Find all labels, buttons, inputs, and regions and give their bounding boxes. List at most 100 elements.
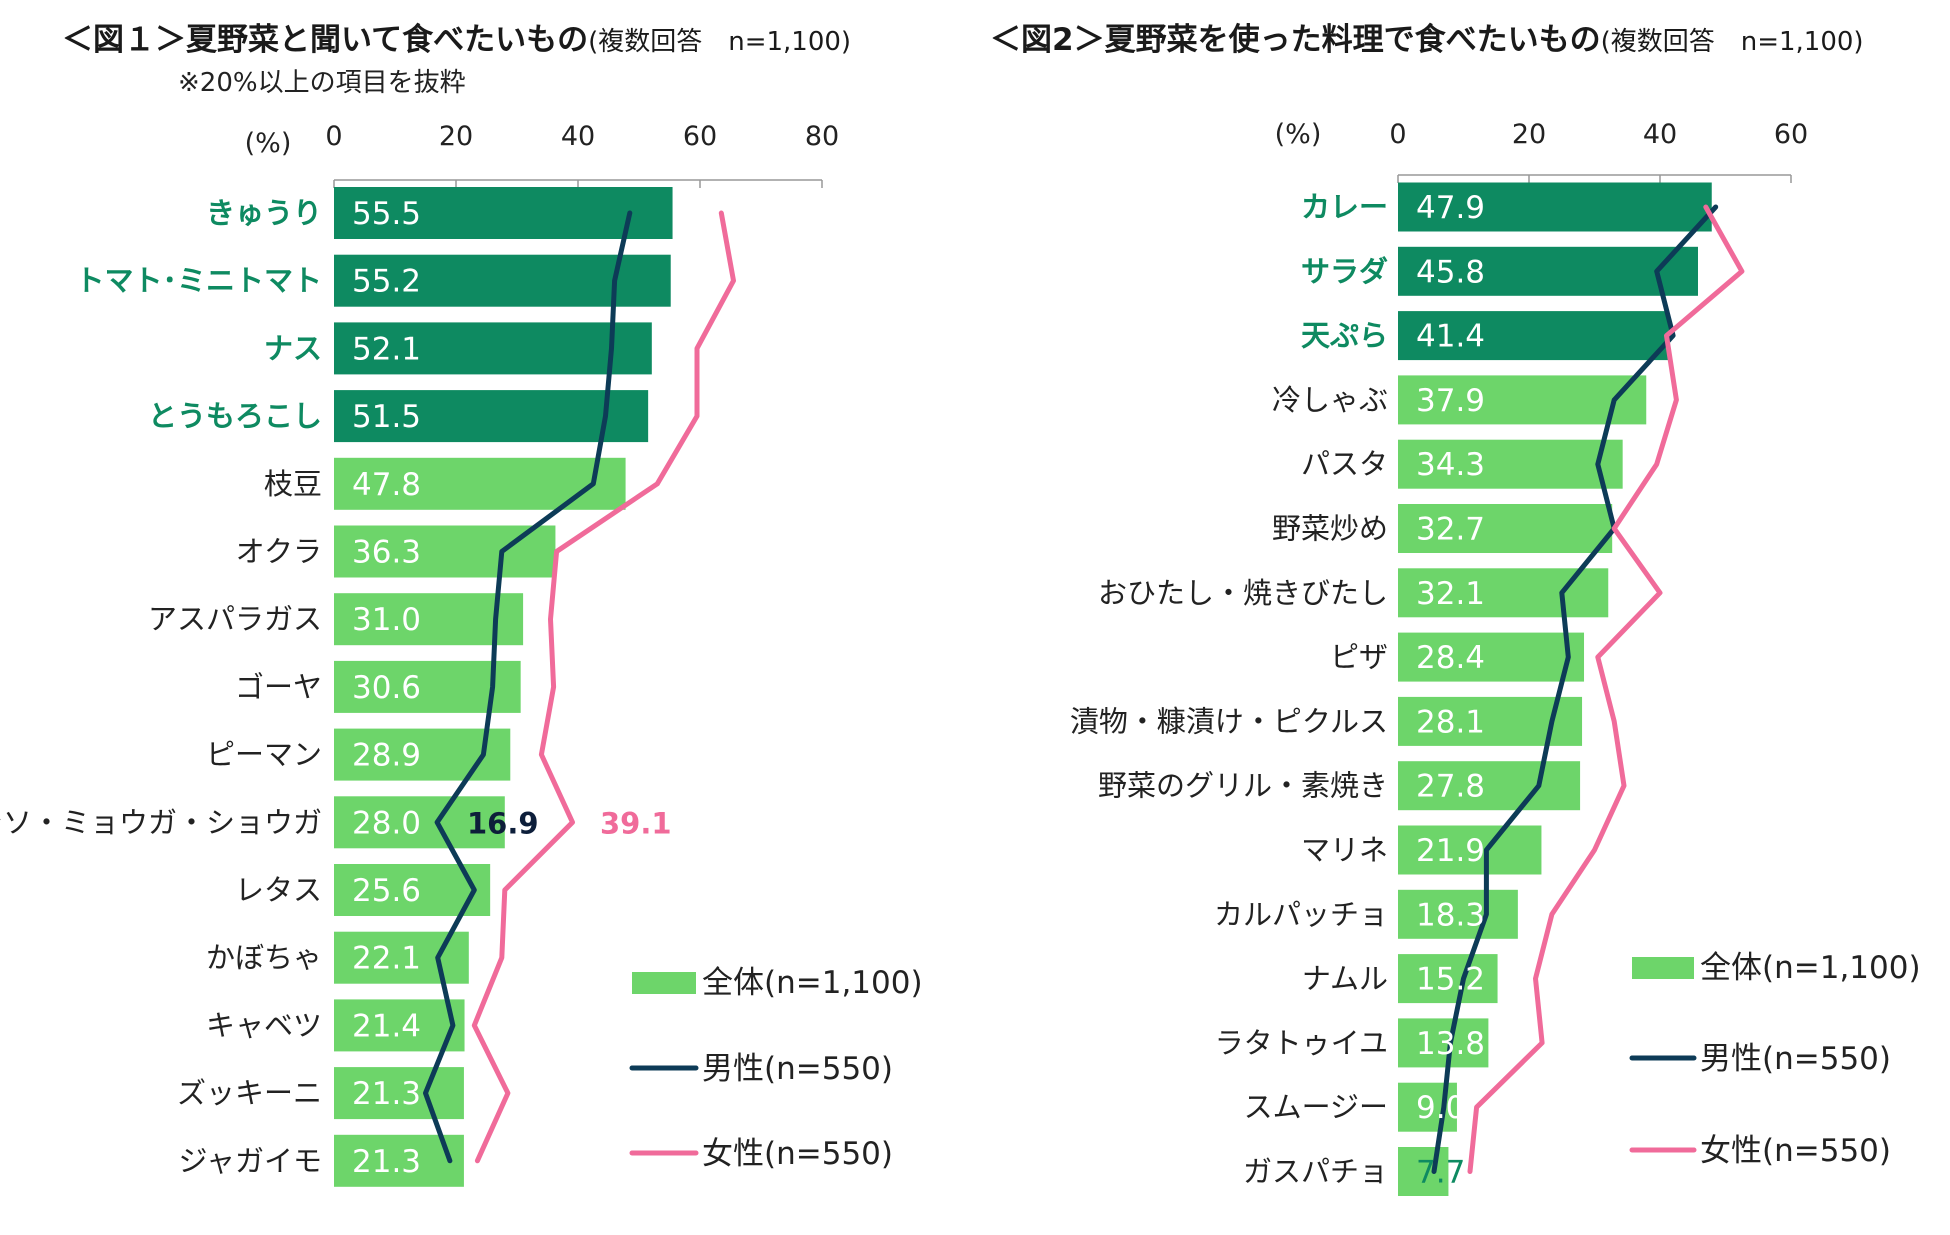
chart1-value-label: 21.3 xyxy=(352,1076,421,1112)
chart2-value-label: 32.7 xyxy=(1416,512,1485,548)
chart1-bar xyxy=(334,187,673,239)
chart1-note: ※20%以上の項目を抜粋 xyxy=(178,68,466,98)
chart1-bar xyxy=(334,593,524,646)
chart1-legend-total: 全体(n=1,100) xyxy=(702,965,923,1001)
chart1-category-label: ナス xyxy=(264,331,322,365)
chart2-value-label: 28.1 xyxy=(1416,704,1485,740)
chart1-bar xyxy=(334,457,626,510)
chart1-category-label: ズッキーニ xyxy=(177,1076,322,1110)
chart2-bar xyxy=(1398,246,1698,296)
chart1-category-label: とうもろこし xyxy=(148,399,322,433)
chart2-value-label: 34.3 xyxy=(1416,447,1485,483)
chart1-legend-female: 女性(n=550) xyxy=(702,1136,893,1172)
chart2-category-label: パスタ xyxy=(1301,447,1388,481)
chart2-category-label: 野菜のグリル・素焼き xyxy=(1098,769,1388,803)
chart1-bar xyxy=(334,999,465,1052)
chart2-bar xyxy=(1398,825,1542,875)
chart2-category-label: カレー xyxy=(1301,190,1388,224)
chart1-category-label: ジャガイモ xyxy=(178,1144,322,1178)
chart1-value-label: 51.5 xyxy=(352,399,421,435)
chart1-title: ＜図１＞夏野菜と聞いて食べたいもの(複数回答 n=1,100) xyxy=(62,14,851,59)
chart2-category-label: ガスパチョ xyxy=(1243,1155,1388,1189)
chart1-tick-label: 80 xyxy=(805,121,839,152)
chart1-category-label: トマト･ミニトマト xyxy=(75,264,322,298)
chart2-bar xyxy=(1398,761,1581,811)
chart1-tick-label: 20 xyxy=(439,121,473,152)
chart2-category-label: ナムル xyxy=(1302,962,1388,996)
chart1-value-label: 21.3 xyxy=(352,1144,421,1180)
chart2-bar xyxy=(1398,504,1613,553)
chart2-subtitle: (複数回答 n=1,100) xyxy=(1600,27,1864,57)
chart2-bar xyxy=(1398,311,1670,361)
chart1-callout-female: 39.1 xyxy=(600,806,672,840)
chart2-tick-label: 0 xyxy=(1389,119,1406,150)
chart2-category-label: 冷しゃぶ xyxy=(1272,383,1388,417)
chart1-legend-swatch-total xyxy=(632,972,696,994)
chart1-value-label: 31.0 xyxy=(352,602,421,638)
chart1-value-label: 55.5 xyxy=(352,196,421,232)
chart2-value-label: 18.3 xyxy=(1416,897,1485,933)
chart2-bar xyxy=(1398,632,1585,682)
chart2-bar xyxy=(1398,889,1518,939)
chart1-value-label: 36.3 xyxy=(352,535,421,571)
chart2-value-label: 41.4 xyxy=(1416,319,1485,355)
chart2-unit-label: (%) xyxy=(1275,119,1322,150)
chart1-title-text: ＜図１＞夏野菜と聞いて食べたいもの xyxy=(62,22,589,58)
chart2-category-label: 野菜炒め xyxy=(1272,512,1388,546)
chart2-category-label: スムージー xyxy=(1244,1090,1388,1124)
chart1-value-label: 21.4 xyxy=(352,1008,421,1044)
chart1-value-label: 52.1 xyxy=(352,331,421,367)
chart2-category-label: ピザ xyxy=(1330,640,1388,674)
chart2-value-label: 7.7 xyxy=(1416,1155,1465,1191)
chart2-value-label: 15.2 xyxy=(1416,962,1485,998)
chart1-bar xyxy=(334,1067,464,1120)
chart2-legend-male: 男性(n=550) xyxy=(1700,1041,1891,1077)
chart1-bar xyxy=(334,796,505,849)
chart1-category-label: きゅうり xyxy=(206,196,322,230)
chart1-category-label: 枝豆 xyxy=(264,467,322,501)
chart2-value-label: 32.1 xyxy=(1416,576,1485,612)
chart1-category-label: シソ・ミョウガ・ショウガ xyxy=(0,805,322,839)
chart2-tick-label: 60 xyxy=(1774,119,1808,150)
chart1-value-label: 25.6 xyxy=(352,873,421,909)
chart1-bar xyxy=(334,525,556,578)
chart2-title-text: ＜図2＞夏野菜を使った料理で食べたいもの xyxy=(990,22,1601,58)
chart2-value-label: 37.9 xyxy=(1416,383,1485,419)
chart2-category-label: サラダ xyxy=(1301,254,1388,288)
chart2-value-label: 45.8 xyxy=(1416,254,1485,290)
chart1-value-label: 30.6 xyxy=(352,670,421,706)
chart1-tick-label: 60 xyxy=(683,121,717,152)
chart1-bar xyxy=(334,390,649,443)
chart1-value-label: 47.8 xyxy=(352,467,421,503)
chart2-tick-label: 20 xyxy=(1512,119,1546,150)
chart1-category-label: ゴーヤ xyxy=(235,670,322,704)
chart2-value-label: 9.0 xyxy=(1416,1090,1465,1126)
chart2-category-label: 天ぷら xyxy=(1301,319,1388,353)
chart2-bar xyxy=(1398,182,1712,232)
chart2-tick-label: 40 xyxy=(1643,119,1677,150)
chart2-category-label: ラタトゥイユ xyxy=(1215,1026,1388,1060)
chart1-value-label: 22.1 xyxy=(352,941,421,977)
chart2-value-label: 28.4 xyxy=(1416,640,1485,676)
chart2-value-label: 27.8 xyxy=(1416,769,1485,805)
chart2-bar xyxy=(1398,439,1623,489)
chart1-subtitle: (複数回答 n=1,100) xyxy=(588,27,852,57)
chart1-value-label: 55.2 xyxy=(352,264,421,300)
chart1-legend-male: 男性(n=550) xyxy=(702,1051,893,1087)
chart2-bar xyxy=(1398,954,1498,1004)
chart1-tick-label: 0 xyxy=(325,121,342,152)
chart1-value-label: 28.9 xyxy=(352,738,421,774)
chart2-value-label: 21.9 xyxy=(1416,833,1485,869)
chart2-male-line xyxy=(1431,204,1719,1174)
chart1-tick-label: 40 xyxy=(561,121,595,152)
chart1-category-label: ピーマン xyxy=(206,738,322,772)
chart1-unit-label: (%) xyxy=(245,128,292,159)
chart1-category-label: オクラ xyxy=(236,535,322,569)
chart1-category-label: キャベツ xyxy=(206,1008,322,1042)
chart2-category-label: 漬物・糠漬け・ピクルス xyxy=(1070,704,1388,738)
chart1-female-line xyxy=(471,210,736,1164)
chart2-value-label: 13.8 xyxy=(1416,1026,1485,1062)
chart2-female-line xyxy=(1467,204,1745,1174)
chart2-category-label: カルパッチョ xyxy=(1214,897,1388,931)
